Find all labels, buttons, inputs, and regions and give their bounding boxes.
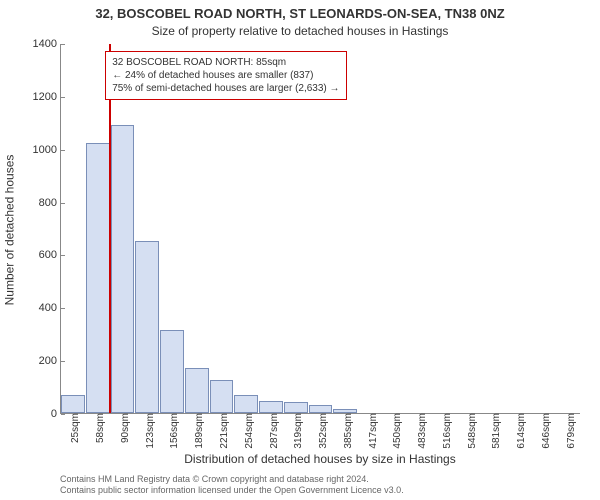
- y-axis-label: Number of detached houses: [2, 0, 16, 460]
- histogram-bar: [86, 143, 110, 413]
- x-tick: 25sqm: [68, 413, 81, 443]
- x-tick: 614sqm: [514, 413, 527, 449]
- x-tick: 516sqm: [440, 413, 453, 449]
- y-tick: 200: [21, 355, 61, 367]
- x-tick: 450sqm: [390, 413, 403, 449]
- page-title-line2: Size of property relative to detached ho…: [0, 24, 600, 38]
- annotation-box: 32 BOSCOBEL ROAD NORTH: 85sqm← 24% of de…: [105, 51, 346, 100]
- histogram-chart: 020040060080010001200140025sqm58sqm90sqm…: [60, 44, 580, 414]
- x-tick: 679sqm: [564, 413, 577, 449]
- x-tick: 156sqm: [167, 413, 180, 449]
- y-tick: 1200: [21, 91, 61, 103]
- histogram-bar: [210, 380, 234, 413]
- x-tick: 385sqm: [341, 413, 354, 449]
- histogram-bar: [185, 368, 209, 413]
- y-tick: 400: [21, 302, 61, 314]
- histogram-bar: [111, 125, 135, 413]
- y-tick: 1000: [21, 144, 61, 156]
- x-axis-label: Distribution of detached houses by size …: [60, 452, 580, 466]
- histogram-bar: [160, 330, 184, 413]
- x-tick: 581sqm: [489, 413, 502, 449]
- y-tick: 0: [21, 408, 61, 420]
- x-tick: 58sqm: [93, 413, 106, 443]
- histogram-bar: [333, 409, 357, 413]
- histogram-bar: [309, 405, 333, 413]
- x-tick: 123sqm: [143, 413, 156, 449]
- x-tick: 646sqm: [539, 413, 552, 449]
- page-title-line1: 32, BOSCOBEL ROAD NORTH, ST LEONARDS-ON-…: [0, 6, 600, 21]
- x-tick: 483sqm: [415, 413, 428, 449]
- x-tick: 254sqm: [242, 413, 255, 449]
- x-tick: 319sqm: [291, 413, 304, 449]
- x-tick: 90sqm: [118, 413, 131, 443]
- x-tick: 417sqm: [366, 413, 379, 449]
- histogram-bar: [284, 402, 308, 413]
- x-tick: 548sqm: [465, 413, 478, 449]
- y-tick: 800: [21, 197, 61, 209]
- x-tick: 221sqm: [217, 413, 230, 449]
- histogram-bar: [135, 241, 159, 413]
- y-tick: 600: [21, 249, 61, 261]
- histogram-bar: [234, 395, 258, 414]
- x-tick: 189sqm: [192, 413, 205, 449]
- x-tick: 287sqm: [267, 413, 280, 449]
- histogram-bar: [259, 401, 283, 413]
- copyright-notice: Contains HM Land Registry data © Crown c…: [60, 474, 404, 496]
- histogram-bar: [61, 395, 85, 414]
- x-tick: 352sqm: [316, 413, 329, 449]
- y-tick: 1400: [21, 38, 61, 50]
